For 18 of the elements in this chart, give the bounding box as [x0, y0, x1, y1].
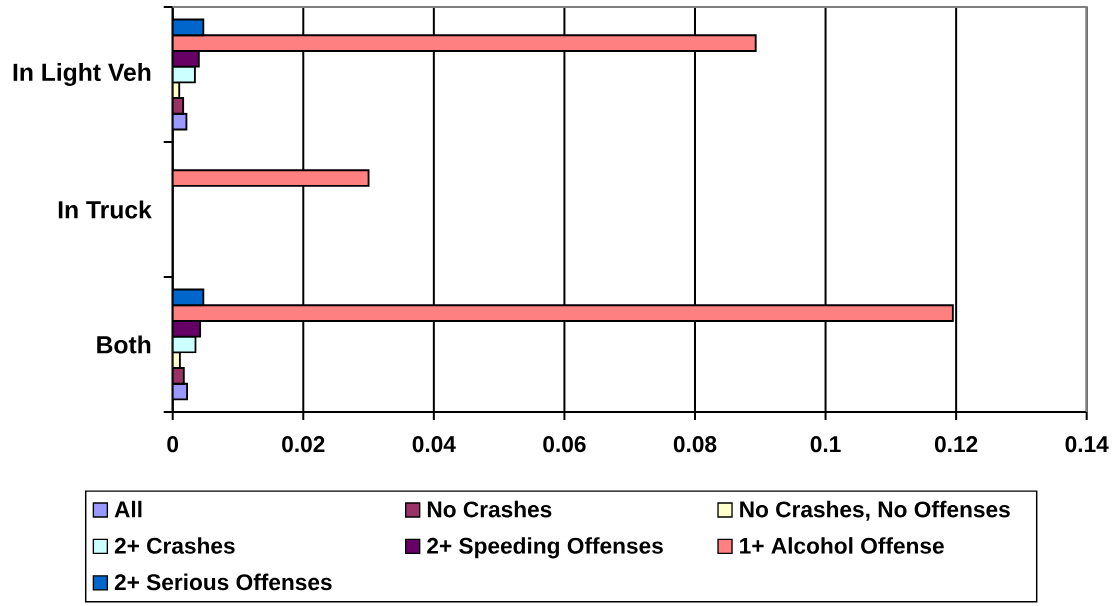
- x-tick-label: 0: [167, 436, 179, 453]
- x-tick-label: 0.14: [1065, 436, 1109, 453]
- x-tick-label: 0.1: [810, 436, 841, 453]
- x-tick-label: 0.12: [934, 436, 978, 453]
- legend-label: 2+ Serious Offenses: [114, 573, 332, 591]
- y-tick-label: Both: [97, 335, 151, 354]
- legend-label: 2+ Speeding Offenses: [427, 537, 663, 559]
- x-tick-label: 0.08: [673, 436, 717, 453]
- legend-label: All: [114, 500, 142, 518]
- legend-label: No Crashes: [427, 500, 552, 518]
- x-tick-label: 0.04: [412, 436, 456, 453]
- legend-label: No Crashes, No Offenses: [740, 500, 1010, 521]
- legend-label: 1+ Alcohol Offense: [740, 537, 944, 554]
- y-tick-label: In Truck: [58, 200, 152, 219]
- x-tick-label: 0.02: [282, 436, 325, 453]
- x-tick-label: 0.06: [543, 436, 586, 453]
- legend-label: 2+ Crashes: [114, 537, 235, 554]
- y-tick-label: In Light Veh: [13, 62, 151, 87]
